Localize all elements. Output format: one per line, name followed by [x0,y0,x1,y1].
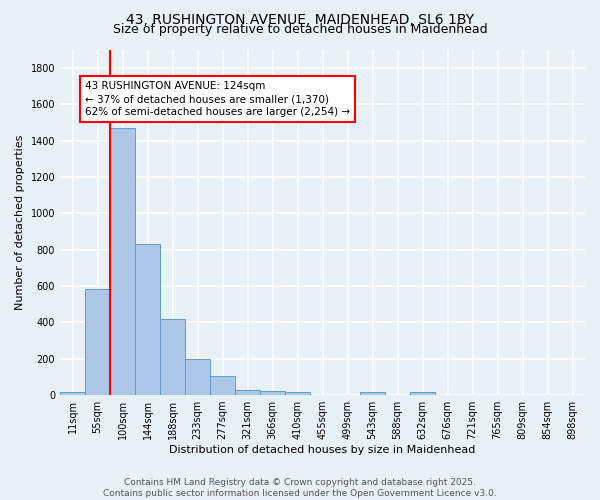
Bar [185,359,210,395]
Text: Contains HM Land Registry data © Crown copyright and database right 2025.
Contai: Contains HM Land Registry data © Crown c… [103,478,497,498]
X-axis label: Distribution of detached houses by size in Maidenhead: Distribution of detached houses by size … [169,445,476,455]
Bar [235,390,260,395]
Text: 43, RUSHINGTON AVENUE, MAIDENHEAD, SL6 1BY: 43, RUSHINGTON AVENUE, MAIDENHEAD, SL6 1… [126,12,474,26]
Y-axis label: Number of detached properties: Number of detached properties [15,135,25,310]
Text: Size of property relative to detached houses in Maidenhead: Size of property relative to detached ho… [113,22,487,36]
Bar [360,392,385,395]
Bar [210,376,235,395]
Bar [260,392,285,395]
Text: 43 RUSHINGTON AVENUE: 124sqm
← 37% of detached houses are smaller (1,370)
62% of: 43 RUSHINGTON AVENUE: 124sqm ← 37% of de… [85,81,350,118]
Bar [110,128,135,395]
Bar [60,392,85,395]
Bar [135,244,160,395]
Bar [160,319,185,395]
Bar [410,392,435,395]
Bar [285,392,310,395]
Bar [85,289,110,395]
